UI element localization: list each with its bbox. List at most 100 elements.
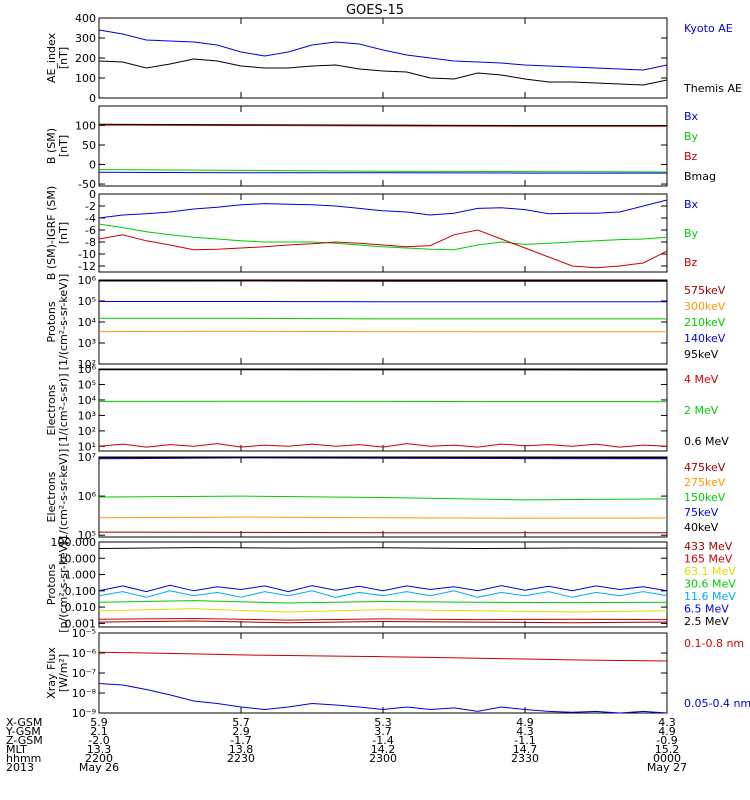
y-axis-label: [nT] (57, 47, 70, 69)
y-tick-label: 10⁷ (78, 451, 96, 464)
y-tick-label: 0.001 (65, 617, 97, 630)
orbit-value: 2230 (227, 752, 255, 765)
panel-frame (98, 368, 668, 452)
y-tick-label: 10³ (78, 409, 96, 422)
legend-entry: Kyoto AE (684, 22, 733, 35)
orbit-value: 3.7 (374, 725, 392, 738)
y-tick-label: 10² (78, 358, 96, 371)
y-tick-label: 0 (89, 92, 96, 105)
y-axis-label: Electrons (45, 471, 58, 522)
orbit-value: 2.1 (90, 725, 108, 738)
legend-entry: 2.5 MeV (684, 615, 729, 628)
y-tick-label: -8 (85, 236, 96, 249)
orbit-value: -2.0 (88, 734, 109, 747)
y-tick-label: 10² (78, 425, 96, 438)
series-line-bx (98, 199, 668, 219)
panel-frame (98, 541, 668, 628)
legend-entry: Bx (684, 198, 699, 211)
y-tick-label: 0 (89, 188, 96, 201)
y-tick-label: 10⁶ (78, 363, 97, 376)
series-line-0-1-0-8-nm (98, 651, 668, 662)
series-line-275kev (98, 516, 668, 519)
y-tick-label: -2 (85, 200, 96, 213)
orbit-value: 2300 (369, 752, 397, 765)
orbit-value: 13.8 (229, 743, 254, 756)
legend-entry: Bz (684, 150, 698, 163)
y-tick-label: 10⁶ (78, 274, 97, 287)
series-line-11-6-mev (98, 590, 668, 598)
legend-entry: 575keV (684, 284, 726, 297)
y-axis-label: [1/(cm²-s-sr-keV)] (57, 274, 70, 371)
y-axis-label: [nT] (57, 222, 70, 244)
orbit-value: 0000 (653, 752, 681, 765)
legend-entry: 165 MeV (684, 553, 733, 566)
orbit-value: 5.9 (90, 716, 108, 729)
orbit-row-label: X-GSM (6, 716, 42, 729)
legend-entry: 150keV (684, 491, 726, 504)
series-line-bz (98, 124, 667, 127)
y-tick-label: -6 (85, 224, 96, 237)
series-line-themis-ae (98, 58, 668, 86)
legend-entry: 0.6 MeV (684, 435, 729, 448)
y-axis-label: [nT] (57, 135, 70, 157)
orbit-value: 4.3 (658, 716, 676, 729)
series-line-by (98, 223, 668, 251)
y-axis-label: [p/(cm²-s-sr-keV)] (57, 536, 70, 633)
orbit-value: -0.9 (656, 734, 677, 747)
y-tick-label: 10⁴ (78, 394, 97, 407)
orbit-row-label: MLT (6, 743, 27, 756)
series-line-kyoto-ae (98, 29, 668, 71)
legend-entry: 11.6 MeV (684, 590, 736, 603)
orbit-value: 5.7 (232, 716, 250, 729)
y-tick-label: -4 (85, 212, 96, 225)
series-line-30-6-mev (98, 600, 668, 604)
series-line-bz (98, 229, 668, 269)
y-tick-label: 10⁻⁹ (72, 707, 96, 720)
series-line-by (98, 169, 668, 173)
orbit-value: 4.3 (516, 725, 534, 738)
y-tick-label: 0.100 (65, 585, 97, 598)
legend-entry: 433 MeV (684, 540, 733, 553)
legend-entry: 4 MeV (684, 373, 719, 386)
orbit-value: May 27 (647, 761, 687, 774)
y-axis-label: [W/m²] (57, 654, 70, 692)
series-line-210kev (99, 317, 667, 320)
legend-entry: 40keV (684, 521, 719, 534)
legend-entry: 0.05-0.4 nm (684, 697, 750, 710)
y-axis-label: Protons (45, 301, 58, 342)
y-tick-label: 10⁵ (78, 378, 96, 391)
legend-entry: By (684, 130, 699, 143)
legend-entry: 30.6 MeV (684, 578, 736, 591)
series-line-63-1-mev (98, 608, 668, 613)
y-axis-label: Xray Flux (45, 647, 58, 699)
orbit-value: -1.1 (514, 734, 535, 747)
y-tick-label: 10¹ (78, 440, 96, 453)
orbit-value: -1.7 (230, 734, 251, 747)
orbit-value: -1.4 (372, 734, 393, 747)
panel-frame (98, 279, 668, 365)
legend-entry: Bx (684, 110, 699, 123)
y-axis-label: Electrons (45, 384, 58, 435)
series-line-6-5-mev (98, 584, 668, 593)
series-line-4-mev (98, 443, 668, 448)
orbit-row-label: 2013 (6, 761, 34, 774)
orbit-value: May 26 (79, 761, 119, 774)
orbit-value: 14.2 (371, 743, 396, 756)
chart-title: GOES-15 (346, 3, 404, 18)
legend-entry: Bz (684, 256, 698, 269)
y-tick-label: -12 (78, 260, 96, 273)
y-tick-label: 100.000 (51, 536, 97, 549)
orbit-value: 13.3 (87, 743, 112, 756)
legend-entry: 2 MeV (684, 404, 719, 417)
panel-frame (98, 193, 668, 273)
orbit-value: 4.9 (658, 725, 676, 738)
y-axis-label: B (SM) (45, 128, 58, 164)
y-tick-label: 400 (75, 12, 96, 25)
y-tick-label: -10 (78, 248, 96, 261)
y-tick-label: 10⁶ (78, 490, 97, 503)
y-axis-label: [1/(cm²-s-sr)] (57, 374, 70, 447)
series-line-475kev (98, 531, 667, 534)
series-line-bx (98, 171, 667, 174)
legend-entry: 275keV (684, 476, 726, 489)
